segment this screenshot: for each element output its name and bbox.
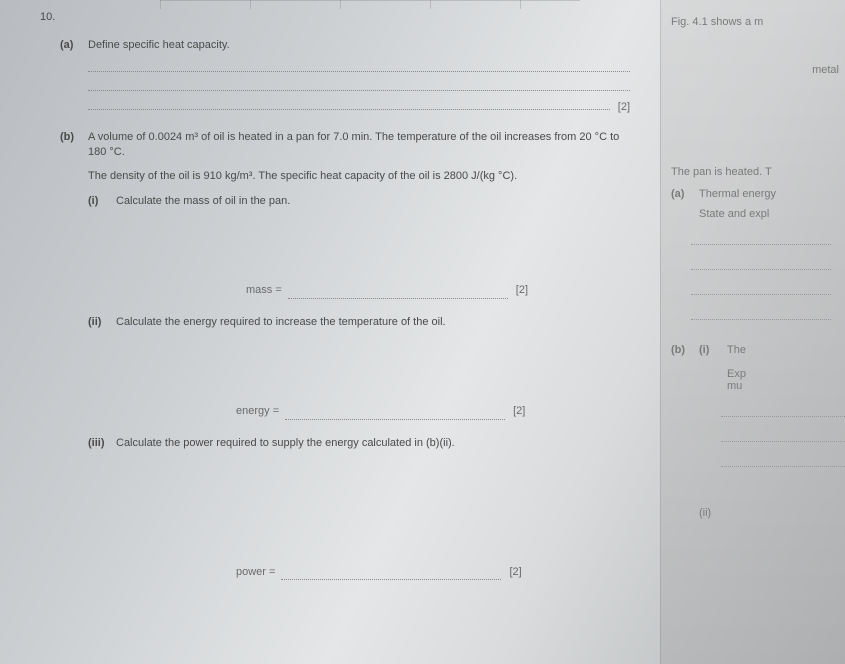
marks: [2] [618,100,630,115]
right-b-i-label: (i) [699,344,727,356]
right-part-a: (a) Thermal energy [671,188,845,200]
right-b-i-text: The [727,344,746,356]
answer-line [721,456,845,467]
answer-line [691,234,831,245]
answer-line [691,259,831,270]
part-b-intro2: The density of the oil is 910 kg/m³. The… [88,169,517,184]
answer-line [88,61,630,72]
part-b-label: (b) [60,130,88,145]
part-b-ii: (ii) Calculate the energy required to in… [88,315,630,330]
part-b-iii-label: (iii) [88,436,116,451]
right-state: State and expl [699,208,845,220]
answer-line [721,431,845,442]
right-page: Fig. 4.1 shows a m metal The pan is heat… [660,0,845,664]
pan-heated: The pan is heated. T [671,166,845,178]
energy-answer: energy = [2] [116,404,630,419]
part-b-iii-text: Calculate the power required to supply t… [116,436,455,451]
right-a-label: (a) [671,188,699,200]
fig-caption: Fig. 4.1 shows a m [671,16,845,28]
answer-line [88,80,630,91]
right-b-ii-label: (ii) [699,507,845,519]
part-b-intro1: A volume of 0.0024 m³ of oil is heated i… [88,130,630,161]
right-b-label: (b) [671,344,699,356]
marks: [2] [513,404,525,419]
right-exp: Exp [727,368,845,380]
energy-label: energy = [236,404,279,419]
question-number: 10. [40,10,55,25]
page-root: 10. (a) Define specific heat capacity. [… [0,0,845,664]
right-mu: mu [727,380,845,392]
marks: [2] [516,283,528,298]
answer-line [721,406,845,417]
part-b-iii: (iii) Calculate the power required to su… [60,436,630,451]
answer-line [691,284,831,295]
mass-answer: mass = [2] [116,283,630,298]
mass-label: mass = [246,283,282,298]
part-b-i: (i) Calculate the mass of oil in the pan… [88,194,630,209]
part-a-label: (a) [60,38,88,53]
right-part-b: (b) (i) The [671,344,845,356]
power-answer: power = [2] [116,565,630,580]
part-b-intro2-row: The density of the oil is 910 kg/m³. The… [88,169,630,184]
answer-line [691,309,831,320]
power-label: power = [236,565,275,580]
part-b-ii-label: (ii) [88,315,116,330]
part-b-i-text: Calculate the mass of oil in the pan. [116,194,290,209]
part-b-ii-text: Calculate the energy required to increas… [116,315,446,330]
part-a: (a) Define specific heat capacity. [60,38,630,53]
part-a-text: Define specific heat capacity. [88,38,230,53]
part-b-i-label: (i) [88,194,116,209]
right-a-text: Thermal energy [699,188,776,200]
part-b: (b) A volume of 0.0024 m³ of oil is heat… [60,130,630,161]
metal-label: metal [671,64,845,76]
marks: [2] [509,565,521,580]
left-page: 10. (a) Define specific heat capacity. [… [0,0,660,664]
answer-line-marks: [2] [88,99,630,115]
